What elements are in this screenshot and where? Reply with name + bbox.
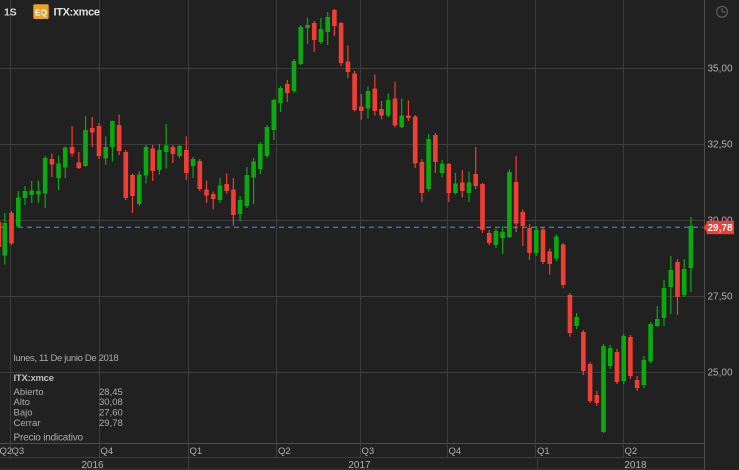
svg-text:Q3: Q3	[12, 446, 25, 457]
svg-text:Precio indicativo: Precio indicativo	[14, 433, 84, 444]
svg-text:Cerrar: Cerrar	[14, 418, 41, 429]
svg-text:Q2: Q2	[625, 446, 638, 457]
svg-text:EQ: EQ	[35, 7, 48, 17]
svg-text:Alto: Alto	[14, 397, 30, 408]
svg-text:Q1: Q1	[190, 446, 203, 457]
svg-text:Q4: Q4	[449, 446, 462, 457]
svg-text:2017: 2017	[348, 460, 371, 470]
svg-text:28,45: 28,45	[99, 387, 123, 398]
svg-text:Q3: Q3	[362, 446, 375, 457]
svg-text:29,78: 29,78	[707, 223, 732, 234]
svg-text:Q4: Q4	[101, 446, 114, 457]
svg-text:2018: 2018	[624, 460, 647, 470]
svg-text:ITX:xmce: ITX:xmce	[54, 7, 100, 19]
svg-text:27,50: 27,50	[708, 292, 733, 303]
svg-text:29,78: 29,78	[99, 418, 123, 429]
svg-text:30,08: 30,08	[99, 397, 123, 408]
svg-text:2016: 2016	[81, 460, 104, 470]
svg-text:35,00: 35,00	[708, 64, 733, 75]
svg-text:lunes, 11 De junio De 2018: lunes, 11 De junio De 2018	[14, 353, 119, 364]
svg-text:Abierto: Abierto	[14, 387, 44, 398]
svg-text:ITX:xmce: ITX:xmce	[14, 373, 54, 384]
svg-text:25,00: 25,00	[708, 368, 733, 379]
svg-text:1S: 1S	[4, 6, 17, 18]
svg-text:32,50: 32,50	[708, 140, 733, 151]
svg-text:Q1: Q1	[537, 446, 550, 457]
svg-text:27,60: 27,60	[99, 407, 123, 418]
svg-text:Q2: Q2	[278, 446, 291, 457]
svg-text:Q2: Q2	[0, 446, 12, 457]
svg-text:Bajo: Bajo	[14, 407, 33, 418]
